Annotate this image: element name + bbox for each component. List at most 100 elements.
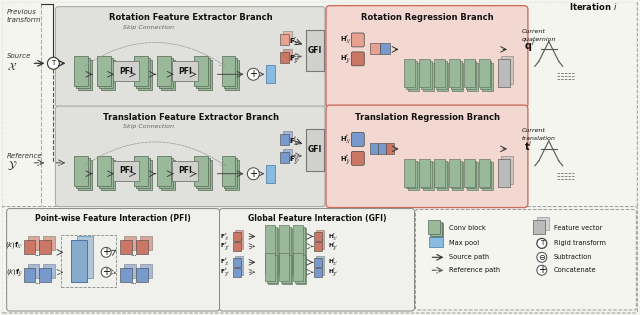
- Text: $(k)\mathbf{f}_{\mathcal{Y}}$: $(k)\mathbf{f}_{\mathcal{Y}}$: [6, 267, 24, 278]
- Bar: [194, 156, 207, 186]
- Bar: [76, 158, 90, 188]
- Bar: [533, 220, 545, 234]
- Bar: [280, 152, 289, 163]
- Bar: [281, 255, 291, 283]
- Bar: [408, 163, 419, 190]
- Bar: [283, 49, 292, 60]
- Circle shape: [47, 57, 60, 69]
- Bar: [234, 268, 241, 277]
- Bar: [236, 231, 243, 239]
- Bar: [465, 61, 476, 89]
- Bar: [268, 228, 278, 276]
- Bar: [467, 63, 478, 91]
- Bar: [386, 143, 394, 154]
- Bar: [196, 58, 209, 88]
- Bar: [113, 61, 139, 81]
- FancyBboxPatch shape: [56, 7, 325, 107]
- Bar: [501, 156, 513, 184]
- Bar: [234, 258, 241, 267]
- Bar: [74, 156, 88, 186]
- Text: +: +: [250, 169, 257, 179]
- Bar: [316, 231, 324, 239]
- Bar: [280, 134, 289, 145]
- Bar: [293, 253, 303, 281]
- Bar: [78, 160, 92, 190]
- Bar: [314, 258, 322, 267]
- Bar: [161, 60, 175, 90]
- Bar: [28, 237, 40, 250]
- Bar: [283, 131, 292, 142]
- Bar: [419, 59, 430, 87]
- Bar: [221, 56, 236, 86]
- Bar: [279, 253, 289, 281]
- Circle shape: [537, 238, 547, 248]
- Text: +: +: [250, 69, 257, 79]
- Bar: [296, 228, 306, 276]
- Text: $\mathbf{H}^r_{\mathcal{Y}^{\prime}}$: $\mathbf{H}^r_{\mathcal{Y}^{\prime}}$: [328, 241, 339, 252]
- Text: Skip Connection: Skip Connection: [124, 124, 175, 129]
- Text: Iteration $i$: Iteration $i$: [569, 1, 617, 12]
- Text: T: T: [540, 240, 544, 246]
- Bar: [140, 264, 152, 278]
- Text: quaternion: quaternion: [522, 37, 556, 42]
- Bar: [138, 60, 152, 90]
- Text: Global Feature Interaction (GFI): Global Feature Interaction (GFI): [248, 214, 387, 223]
- Bar: [314, 268, 322, 277]
- Bar: [120, 268, 132, 282]
- Text: $\mathbf{H}^r_{\mathcal{Y}^{\prime}}$: $\mathbf{H}^r_{\mathcal{Y}^{\prime}}$: [340, 53, 352, 66]
- Bar: [138, 160, 152, 190]
- Bar: [159, 58, 173, 88]
- Bar: [234, 232, 241, 241]
- Text: transform: transform: [6, 17, 41, 23]
- Bar: [380, 43, 390, 54]
- Bar: [420, 61, 432, 89]
- Bar: [314, 232, 322, 241]
- Text: Max pool: Max pool: [449, 240, 479, 246]
- FancyBboxPatch shape: [2, 2, 637, 208]
- Bar: [434, 59, 445, 87]
- Bar: [77, 237, 93, 278]
- Text: Translation Feature Extractor Branch: Translation Feature Extractor Branch: [102, 112, 278, 122]
- Bar: [467, 163, 478, 190]
- Bar: [24, 268, 35, 282]
- Bar: [134, 56, 148, 86]
- Bar: [157, 56, 171, 86]
- Bar: [436, 161, 447, 188]
- Text: Previous: Previous: [6, 9, 36, 14]
- Bar: [267, 255, 276, 283]
- Bar: [120, 240, 132, 254]
- Text: $(k)\mathbf{f}_{\mathcal{X}^{\prime}}$: $(k)\mathbf{f}_{\mathcal{X}^{\prime}}$: [6, 240, 24, 250]
- Bar: [406, 161, 417, 188]
- Text: $\mathbf{H}^t_{\mathcal{X}^{\prime}}$: $\mathbf{H}^t_{\mathcal{X}^{\prime}}$: [340, 133, 351, 145]
- Bar: [113, 161, 139, 181]
- Bar: [266, 65, 275, 83]
- Bar: [406, 61, 417, 89]
- FancyBboxPatch shape: [351, 133, 364, 146]
- Bar: [225, 60, 239, 90]
- Text: +: +: [102, 267, 110, 277]
- Bar: [483, 63, 493, 91]
- Text: $\mathbf{F}^r_{\mathcal{Y}^{\prime}}$: $\mathbf{F}^r_{\mathcal{Y}^{\prime}}$: [220, 241, 230, 252]
- Text: GFI: GFI: [308, 46, 322, 55]
- Text: T: T: [51, 60, 56, 66]
- Circle shape: [537, 265, 547, 275]
- Bar: [159, 158, 173, 188]
- Bar: [279, 226, 289, 273]
- Bar: [267, 227, 276, 275]
- FancyBboxPatch shape: [220, 209, 415, 311]
- Bar: [198, 60, 212, 90]
- Text: $\mathbf{H}^r_{\mathcal{X}^{\prime}}$: $\mathbf{H}^r_{\mathcal{X}^{\prime}}$: [340, 34, 351, 45]
- Bar: [422, 163, 433, 190]
- Bar: [306, 30, 324, 71]
- Bar: [234, 242, 241, 251]
- Text: $\mathbf{F}^r_{\mathcal{X}^{\prime}}$: $\mathbf{F}^r_{\mathcal{X}^{\prime}}$: [289, 36, 300, 47]
- Bar: [420, 161, 432, 188]
- Bar: [451, 161, 461, 188]
- Text: Conv block: Conv block: [449, 226, 486, 232]
- Text: translation: translation: [522, 136, 556, 141]
- Bar: [236, 266, 243, 275]
- Text: $\mathcal{Y}$: $\mathcal{Y}$: [6, 159, 17, 172]
- Text: $\mathbf{F}^r_{\mathcal{X}^{\prime}}$: $\mathbf{F}^r_{\mathcal{X}^{\prime}}$: [220, 231, 230, 242]
- Text: $\mathbf{q}^i$: $\mathbf{q}^i$: [524, 38, 535, 54]
- Text: PFI: PFI: [178, 166, 191, 175]
